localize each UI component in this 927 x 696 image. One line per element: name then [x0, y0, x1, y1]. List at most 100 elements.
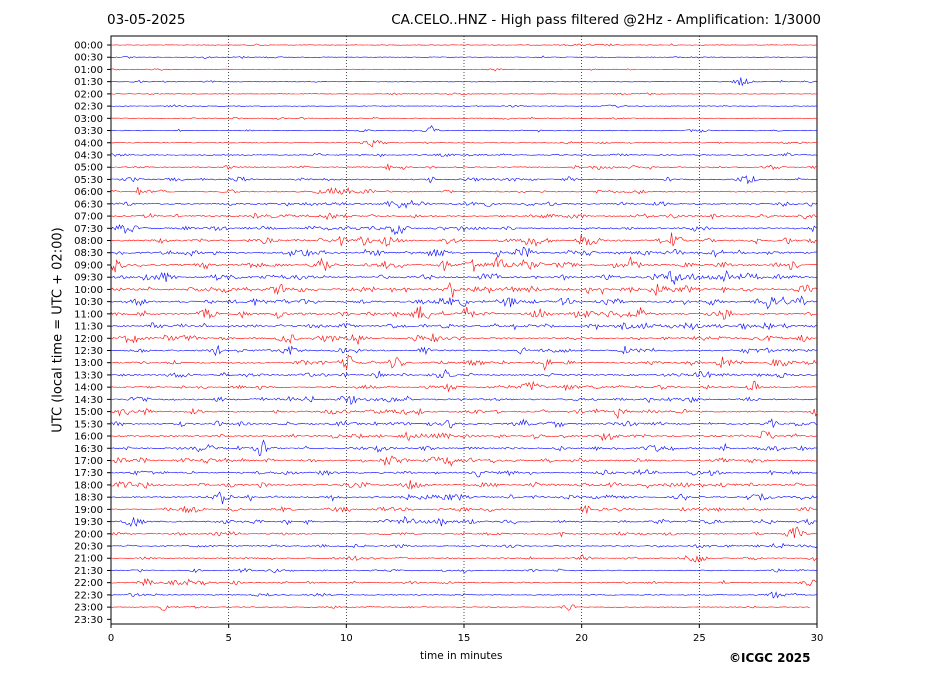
y-tick-label: 11:30 [74, 322, 103, 333]
trace-line [110, 55, 817, 59]
trace-line [110, 322, 818, 331]
y-tick-label: 10:00 [74, 285, 103, 296]
trace-line [110, 199, 818, 209]
y-tick-label: 14:30 [74, 395, 103, 406]
y-tick-label: 00:00 [74, 41, 103, 52]
x-tick-label: 0 [108, 633, 114, 644]
y-tick-label: 12:30 [74, 346, 103, 357]
y-tick-label: 21:00 [74, 554, 103, 565]
trace-line [110, 455, 818, 467]
trace-line [110, 380, 818, 393]
y-tick-label: 03:30 [74, 126, 103, 137]
trace-line [110, 578, 818, 587]
trace-line [110, 246, 817, 259]
trace-line [110, 104, 818, 108]
trace-line [111, 92, 818, 96]
trace-line [110, 281, 818, 298]
x-tick-label: 25 [693, 633, 706, 644]
trace-line [110, 604, 810, 611]
x-tick-label: 30 [811, 633, 824, 644]
y-tick-label: 23:30 [74, 615, 103, 626]
y-tick-label: 02:30 [74, 102, 103, 113]
y-tick-label: 15:30 [74, 419, 103, 430]
y-tick-label: 20:30 [74, 542, 103, 553]
trace-line [110, 554, 818, 563]
trace-line [110, 212, 818, 221]
y-tick-label: 00:30 [74, 53, 103, 64]
y-tick-label: 07:00 [74, 212, 103, 223]
trace-line [110, 116, 818, 120]
x-tick-label: 15 [458, 633, 471, 644]
y-tick-label: 18:30 [74, 493, 103, 504]
copyright-label: ©ICGC 2025 [729, 651, 811, 665]
trace-line [110, 480, 818, 490]
chart-title: CA.CELO..HNZ - High pass filtered @2Hz -… [391, 12, 821, 28]
y-tick-label: 06:00 [74, 187, 103, 198]
trace-line [111, 439, 818, 457]
trace-line [110, 395, 818, 406]
y-tick-label: 02:00 [74, 89, 103, 100]
y-tick-label: 18:00 [74, 480, 103, 491]
y-tick-label: 08:00 [74, 236, 103, 247]
trace-line [110, 306, 818, 320]
y-tick-label: 01:00 [74, 65, 103, 76]
y-tick-label: 04:00 [74, 138, 103, 149]
y-tick-label: 17:00 [74, 456, 103, 467]
y-tick-label: 15:00 [74, 407, 103, 418]
y-tick-label: 22:00 [74, 578, 103, 589]
trace-line [110, 468, 818, 478]
y-tick-label: 19:00 [74, 505, 103, 516]
y-tick-label: 09:30 [74, 273, 103, 284]
y-tick-label: 16:00 [74, 432, 103, 443]
trace-line [110, 270, 818, 285]
trace-line [110, 295, 818, 310]
x-tick-label: 10 [340, 633, 353, 644]
x-axis-label: time in minutes [420, 650, 503, 662]
trace-line [110, 163, 818, 172]
trace-line [110, 430, 818, 442]
trace-line [110, 354, 818, 371]
trace-line [110, 526, 817, 539]
trace-line [110, 43, 818, 47]
y-tick-label: 08:30 [74, 248, 103, 259]
y-tick-label: 05:00 [74, 163, 103, 174]
y-tick-label: 14:00 [74, 383, 103, 394]
trace-line [110, 77, 818, 87]
y-tick-label: 22:30 [74, 590, 103, 601]
trace-line [110, 256, 818, 273]
trace-line [110, 418, 818, 429]
x-tick-label: 20 [575, 633, 588, 644]
trace-line [110, 139, 818, 148]
y-tick-label: 12:00 [74, 334, 103, 345]
trace-line [110, 542, 818, 549]
y-tick-label: 13:30 [74, 370, 103, 381]
date-label: 03-05-2025 [107, 12, 186, 28]
trace-line [110, 152, 818, 158]
trace-line [110, 344, 818, 357]
y-tick-label: 11:00 [74, 309, 103, 320]
trace-line [110, 567, 818, 574]
trace-line [110, 333, 818, 345]
y-tick-label: 17:30 [74, 468, 103, 479]
trace-line [110, 491, 818, 505]
trace-line [110, 591, 818, 599]
y-tick-label: 01:30 [74, 77, 103, 88]
x-tick-label: 5 [225, 633, 231, 644]
trace-line [110, 186, 818, 195]
y-tick-label: 19:30 [74, 517, 103, 528]
y-tick-label: 21:30 [74, 566, 103, 577]
y-tick-label: 04:30 [74, 150, 103, 161]
y-tick-label: 03:00 [74, 114, 103, 125]
trace-line [111, 125, 818, 133]
y-tick-label: 06:30 [74, 199, 103, 210]
y-tick-label: 16:30 [74, 444, 103, 455]
y-tick-label: 10:30 [74, 297, 103, 308]
trace-line [110, 407, 818, 420]
y-tick-label: 23:00 [74, 603, 103, 614]
trace-line [110, 224, 817, 236]
trace-line [110, 232, 818, 247]
trace-line [110, 68, 818, 72]
y-tick-label: 09:00 [74, 260, 103, 271]
y-tick-label: 07:30 [74, 224, 103, 235]
